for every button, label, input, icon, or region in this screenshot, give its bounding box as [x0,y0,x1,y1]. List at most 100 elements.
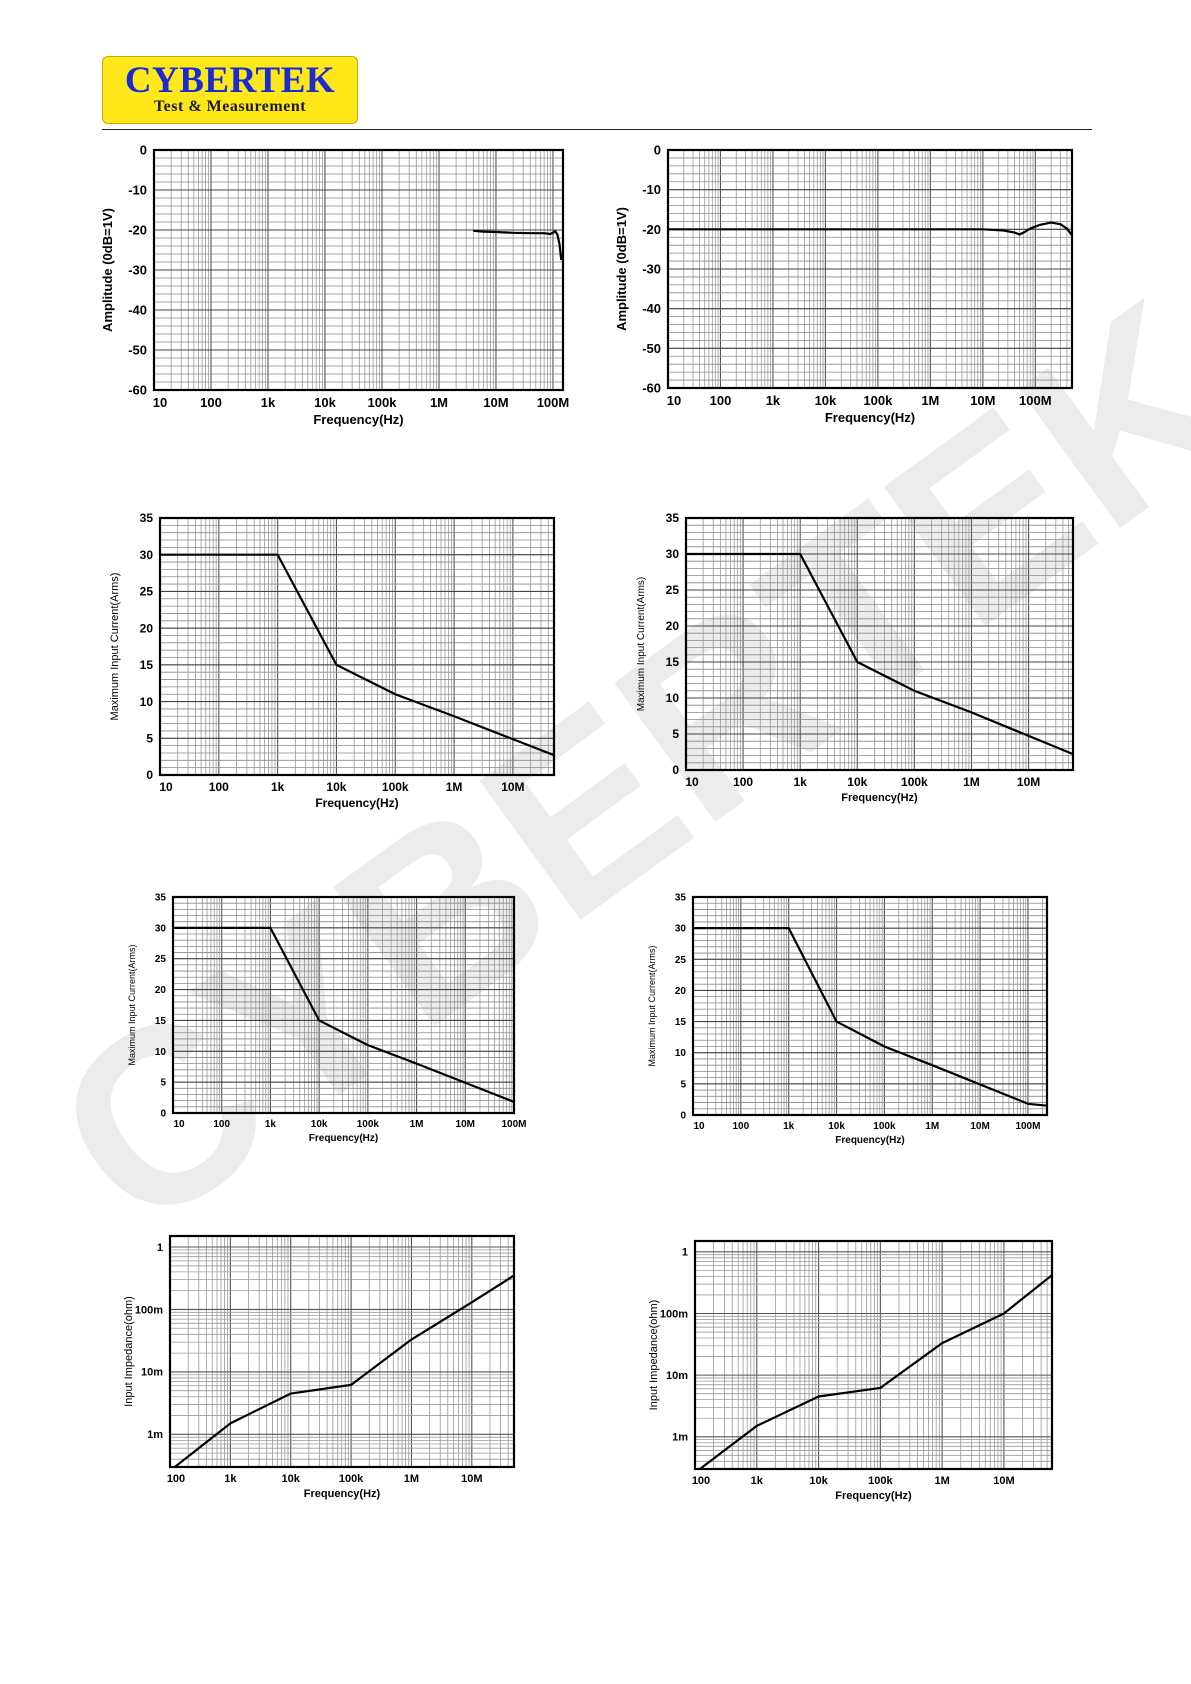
y-tick-label: 35 [140,511,154,525]
plot-frame [152,148,565,392]
x-tick-label: 100 [692,1475,710,1487]
x-tick-label: 1k [224,1473,237,1485]
x-tick-label: 1k [261,395,276,410]
y-tick-label: 30 [140,548,154,562]
y-tick-label: 25 [675,955,687,966]
y-tick-label: -50 [128,343,147,358]
y-tick-label: 15 [155,1016,167,1027]
x-tick-label: 100 [200,395,222,410]
y-tick-label: 5 [680,1079,686,1090]
y-tick-label: 5 [160,1078,166,1089]
y-tick-label: 10 [140,695,154,709]
y-tick-label: -60 [128,383,147,398]
y-axis-label: Maximum Input Current(Arms) [647,945,657,1066]
x-tick-label: 10k [311,1119,328,1130]
x-tick-label: 10k [326,780,346,794]
x-tick-label: 10 [153,395,167,410]
series-line [160,553,555,757]
y-tick-label: -50 [642,341,661,356]
y-tick-label: 30 [675,924,687,935]
chart-8: 100 1k 10k 100k 1M 10M 1m 10m 100m 1 Frequency(Hz)… [648,1239,1054,1502]
header-divider [102,129,1092,130]
series-line [686,552,1074,756]
x-tick-label: 100M [537,395,570,410]
x-tick-label: 100 [733,1121,750,1132]
y-tick-label: 35 [666,511,680,525]
y-tick-label: 25 [140,585,154,599]
page-header: CYBERTEK Test & Measurement [0,0,1191,140]
plot-frame [693,1239,1054,1471]
plot-frame [684,516,1075,772]
x-tick-label: 1M [410,1119,424,1130]
y-tick-label: 35 [155,893,167,904]
x-tick-label: 100k [901,775,928,789]
x-tick-label: 100k [873,1121,896,1132]
x-tick-label: 10k [847,775,867,789]
y-tick-label: 20 [140,621,154,635]
x-tick-label: 1k [271,780,285,794]
y-tick-label: -20 [128,223,147,238]
x-axis-label: Frequency(Hz) [835,1135,904,1146]
chart-3: 10 100 1k 10k 100k 1M 10M 0 5 10 15 20 25 30 35 Frequen… [109,511,556,810]
x-tick-label: 10M [501,780,524,794]
y-tick-label: -30 [128,263,147,278]
x-tick-label: 1M [404,1473,419,1485]
plot-frame [168,1234,516,1469]
y-tick-label: 20 [155,985,167,996]
y-axis-label: Maximum Input Current(Arms) [127,944,137,1065]
x-tick-label: 100k [368,395,398,410]
x-tick-label: 10k [815,393,837,408]
x-axis-label: Frequency(Hz) [304,1488,381,1500]
y-tick-label: 0 [680,1111,686,1122]
x-tick-label: 10 [667,393,681,408]
x-tick-label: 1M [963,775,980,789]
x-axis-label: Frequency(Hz) [835,1490,912,1502]
y-tick-label: 10m [141,1367,163,1379]
chart-4: 10 100 1k 10k 100k 1M 10M 0 5 10 15 20 25 30 35 Frequen… [636,511,1075,804]
chart-1: 10 100 1k 10k 100k 1M 10M 100M 0 -10 -20 -30 -40 -50 -… [100,143,569,427]
y-tick-label: 0 [672,763,679,777]
brand-name: CYBERTEK [124,60,336,101]
y-tick-label: 25 [155,954,167,965]
y-tick-label: 10 [675,1048,687,1059]
x-tick-label: 100M [1015,1121,1040,1132]
x-axis-label: Frequency(Hz) [313,412,403,427]
x-tick-label: 100 [733,775,753,789]
y-tick-label: 15 [675,1017,687,1028]
x-tick-label: 1M [921,393,939,408]
y-tick-label: 30 [666,547,680,561]
y-tick-label: 0 [140,143,147,158]
x-tick-label: 1M [934,1475,949,1487]
series-line [174,1274,515,1468]
x-tick-label: 10k [809,1475,828,1487]
y-tick-label: 35 [675,893,687,904]
y-axis-label: Maximum Input Current(Arms) [636,577,647,711]
y-tick-label: 1 [682,1247,688,1259]
x-tick-label: 10M [970,393,995,408]
y-tick-label: 25 [666,583,680,597]
y-tick-label: 20 [675,986,687,997]
x-axis-label: Frequency(Hz) [825,410,915,425]
series-line [173,926,515,1103]
brand-logo: CYBERTEK Test & Measurement [102,56,358,124]
y-tick-label: 0 [654,143,661,158]
x-axis-label: Frequency(Hz) [315,796,398,810]
y-tick-label: 15 [666,655,680,669]
chart-5: 10 100 1k 10k 100k 1M 10M 100M 0 5 10 15 20 25 30 35 Fre… [127,893,527,1145]
x-tick-label: 10 [173,1119,185,1130]
y-tick-label: -40 [642,301,661,316]
y-tick-label: 5 [672,727,679,741]
x-tick-label: 10M [483,395,508,410]
x-tick-label: 10M [461,1473,482,1485]
x-tick-label: 1M [430,395,448,410]
chart-7: 100 1k 10k 100k 1M 10M 1m 10m 100m 1 Frequency(Hz)… [123,1234,516,1500]
y-tick-label: -30 [642,262,661,277]
y-tick-label: 15 [140,658,154,672]
y-tick-label: -10 [128,183,147,198]
x-tick-label: 1k [794,775,808,789]
y-tick-label: 0 [160,1109,166,1120]
y-tick-label: -20 [642,222,661,237]
y-tick-label: 10m [666,1370,688,1382]
x-tick-label: 100k [382,780,409,794]
